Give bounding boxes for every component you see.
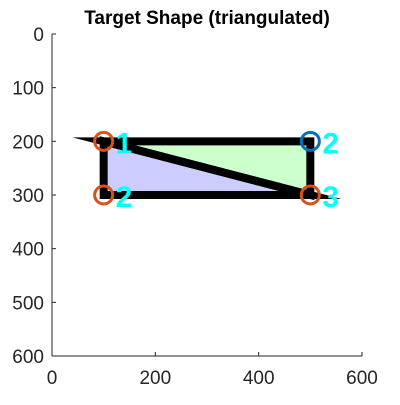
x-tick-label-2: 400 [243,368,275,389]
vertex-label-4: 3 [322,181,339,214]
y-tick-label-3: 300 [12,186,44,207]
x-tick-label-0: 0 [47,368,58,389]
x-tick-label-3: 600 [346,368,378,389]
chart-title: Target Shape (triangulated) [84,8,330,29]
vertex-marker-2 [299,130,321,152]
vertex-marker-1 [93,130,115,152]
vertex-marker-3 [93,184,115,206]
plot-area: 1 2 2 3 [72,127,342,214]
y-tick-label-5: 500 [12,293,44,314]
y-tick-label-6: 600 [12,347,44,368]
y-tick-label-0: 0 [33,25,44,46]
vertex-label-1: 1 [116,127,133,160]
vertex-marker-4 [299,184,321,206]
y-tick-label-1: 100 [12,79,44,100]
triangle-edge-2 [99,136,342,199]
y-tick-label-4: 400 [12,240,44,261]
x-tick-label-1: 200 [139,368,171,389]
vertex-label-2: 2 [322,127,339,160]
vertex-label-3: 2 [116,181,133,214]
y-tick-label-2: 200 [12,132,44,153]
